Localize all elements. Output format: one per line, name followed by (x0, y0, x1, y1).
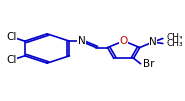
Text: Cl: Cl (6, 32, 17, 42)
Text: CH₃: CH₃ (166, 33, 183, 42)
Text: O: O (120, 36, 128, 46)
Text: Br: Br (143, 59, 155, 69)
Text: Cl: Cl (6, 55, 17, 65)
Text: N: N (78, 36, 86, 46)
Text: N: N (149, 37, 157, 47)
Text: CH₃: CH₃ (166, 39, 183, 48)
